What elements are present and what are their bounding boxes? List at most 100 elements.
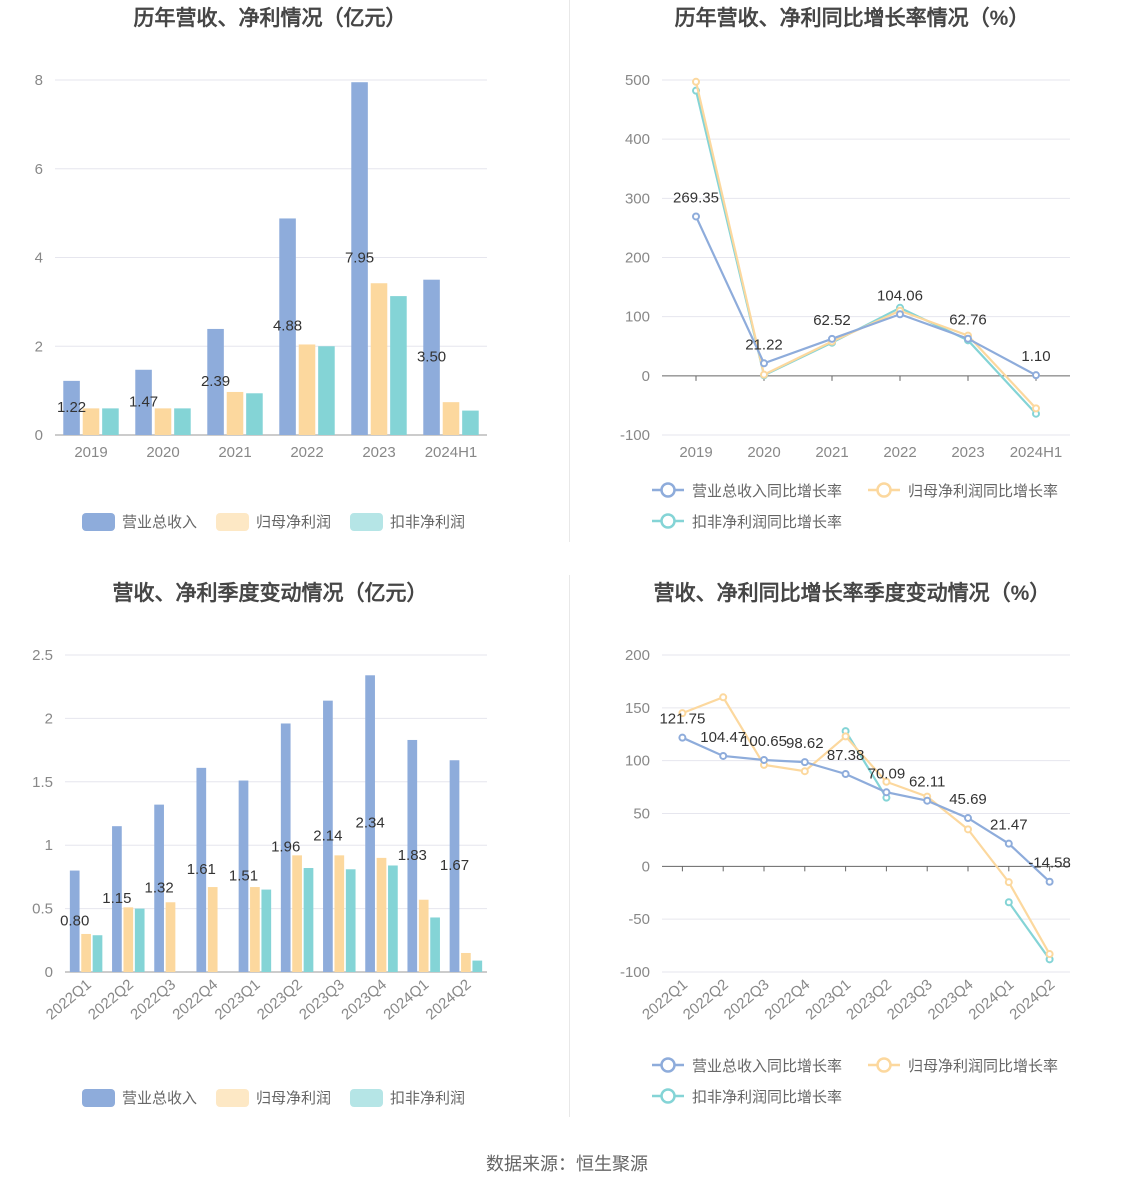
bar-deducted: [261, 889, 272, 972]
series-point: [760, 370, 768, 379]
bar-deducted: [390, 296, 407, 435]
bar-revenue: [323, 700, 333, 972]
y-tick-label: 0: [35, 427, 43, 444]
legend-label: 扣非净利润同比增长率: [692, 514, 842, 531]
x-tick-label: 2022Q4: [169, 976, 221, 1023]
legend-label: 营业总收入: [122, 514, 197, 531]
y-tick-label: -50: [628, 911, 650, 928]
legend-label: 营业总收入: [122, 1090, 197, 1107]
data-label: 1.51: [229, 867, 258, 884]
y-tick-label: 200: [625, 647, 650, 664]
y-tick-label: 0: [642, 858, 650, 875]
y-tick-label: 100: [625, 753, 650, 770]
x-tick-label: 2024Q2: [423, 976, 475, 1023]
series-point: [923, 796, 932, 805]
bar-netprofit: [82, 408, 100, 435]
x-tick-label: 2022Q3: [721, 976, 773, 1023]
bar-revenue: [196, 767, 207, 972]
x-tick-label: 2022Q3: [127, 976, 179, 1023]
x-tick-label: 2024H1: [1010, 444, 1063, 461]
bar-deducted: [462, 410, 479, 435]
data-label: 0.80: [60, 912, 89, 929]
series-point: [882, 788, 891, 797]
bar-revenue: [135, 369, 152, 435]
series-point: [1032, 371, 1040, 380]
data-label: 1.61: [187, 861, 216, 878]
panel-divider-bottom: [569, 575, 570, 1117]
data-label: 87.38: [827, 747, 865, 764]
annual-revenue-profit-svg: 历年营收、净利情况（亿元） 0 2 4 6 8 2019 2020 2021 2022 2023 20…: [35, 6, 487, 531]
annual-revenue-profit-chart: 历年营收、净利情况（亿元） 0 2 4 6 8 2019 2020 2021 2022 2023 20…: [0, 0, 569, 560]
bar-revenue: [351, 82, 368, 435]
x-tick-label: 2022Q2: [680, 976, 732, 1023]
bar-netprofit: [334, 855, 345, 972]
series-point: [841, 770, 850, 779]
legend-swatch-marker: [876, 1057, 892, 1073]
series-point: [760, 755, 768, 764]
x-tick-label: 2024H1: [425, 444, 478, 461]
annual-growth-rate-chart: 历年营收、净利同比增长率情况（%） -100 0 100 200 300 400 500 201…: [570, 0, 1134, 560]
y-tick-label: 4: [35, 250, 43, 267]
data-label: 1.32: [145, 879, 174, 896]
series-point: [800, 767, 809, 776]
bar-revenue: [407, 739, 418, 972]
y-tick-label: 1.5: [32, 774, 53, 791]
series-point: [1004, 898, 1013, 907]
bar-netprofit: [154, 408, 172, 435]
bar-revenue: [112, 826, 122, 972]
series-point: [760, 359, 768, 368]
series-point: [678, 709, 687, 718]
x-tick-label: 2023: [362, 444, 395, 461]
legend-swatch: [82, 513, 115, 531]
series-line-deducted: [1007, 901, 1051, 960]
bar-deducted: [174, 408, 191, 435]
bar-revenue: [279, 218, 296, 435]
bar-revenue: [63, 380, 80, 435]
series-line-deducted: [844, 730, 888, 799]
series-line-netprofit: [682, 695, 1051, 955]
series-line-revenue: [681, 736, 1051, 883]
x-tick-label: 2024Q2: [1006, 976, 1058, 1023]
legend-swatch: [216, 513, 249, 531]
data-label: 62.11: [909, 774, 945, 791]
y-tick-label: 400: [625, 131, 650, 148]
legend-label: 营业总收入同比增长率: [692, 483, 842, 500]
x-tick-label: 2022Q4: [762, 976, 814, 1023]
y-tick-label: 8: [35, 72, 43, 89]
bar-revenue: [69, 870, 80, 972]
data-label: 1.96: [271, 839, 300, 856]
y-tick-label: 0: [45, 964, 53, 981]
data-label: 121.75: [659, 711, 705, 728]
y-tick-label: 500: [625, 72, 650, 89]
series-line-revenue: [695, 216, 1037, 377]
x-tick-label: 2023Q4: [925, 976, 977, 1023]
legend-label: 扣非净利润: [390, 514, 465, 531]
bar-revenue: [365, 675, 375, 972]
data-label: -14.58: [1028, 855, 1071, 872]
series-point: [964, 334, 972, 343]
legend-swatch-marker: [660, 513, 676, 529]
chart-title: 历年营收、净利情况（亿元）: [134, 6, 407, 30]
series-point: [1032, 404, 1040, 413]
x-tick-label: 2022Q1: [639, 976, 691, 1023]
bar-deducted: [92, 935, 103, 972]
data-label: 1.15: [102, 890, 131, 907]
data-source-note: 数据来源：恒生聚源: [486, 1154, 648, 1174]
data-label: 2.39: [201, 373, 230, 390]
bar-netprofit: [370, 283, 388, 435]
x-tick-label: 2023Q3: [296, 976, 348, 1023]
bar-deducted: [388, 865, 398, 972]
legend-label: 归母净利润: [256, 514, 331, 531]
x-tick-label: 2019: [74, 444, 107, 461]
data-label: 62.76: [949, 312, 987, 329]
x-tick-label: 2020: [747, 444, 780, 461]
y-tick-label: 6: [35, 161, 43, 178]
x-tick-label: 2020: [146, 444, 179, 461]
y-tick-label: 2: [35, 338, 43, 355]
x-tick-label: 2023: [951, 444, 984, 461]
y-tick-label: 150: [625, 700, 650, 717]
series-point: [828, 334, 836, 343]
legend-swatch: [82, 1089, 115, 1107]
x-tick-label: 2021: [815, 444, 848, 461]
bar-deducted: [303, 868, 314, 972]
